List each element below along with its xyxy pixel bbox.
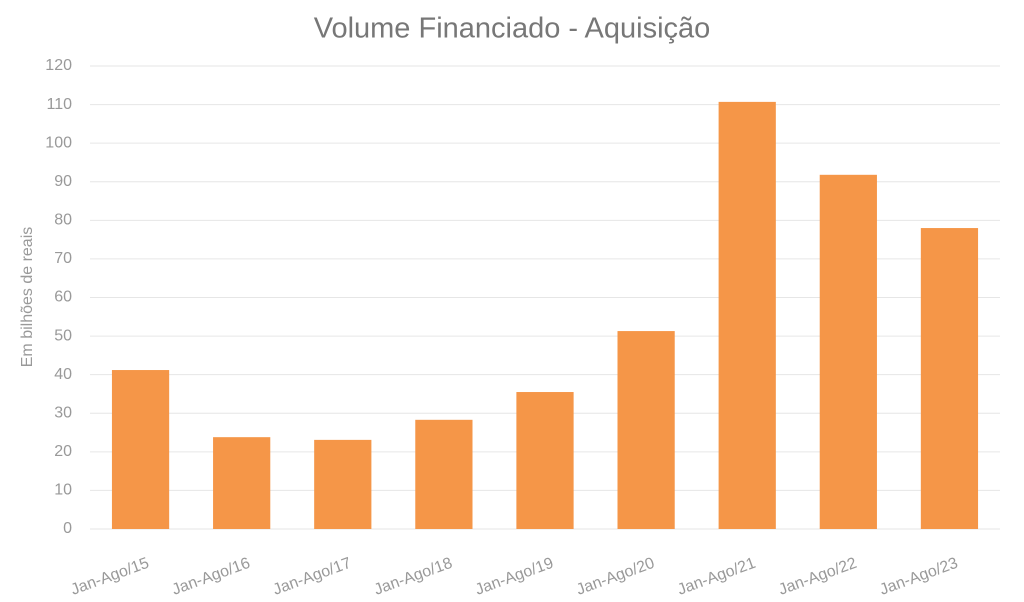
x-tick-label: Jan-Ago/17 [271,555,354,599]
x-tick-label: Jan-Ago/16 [170,555,253,599]
y-tick-label: 60 [54,289,72,306]
y-tick-label: 80 [54,212,72,229]
y-tick-label: 120 [45,57,72,74]
x-tick-label: Jan-Ago/15 [69,555,152,599]
x-tick-label: Jan-Ago/22 [776,555,859,599]
x-tick-label: Jan-Ago/21 [675,555,758,599]
x-tick-label: Jan-Ago/19 [473,555,556,599]
y-axis-label: Em bilhões de reais [19,227,36,368]
bar [617,331,675,529]
bar [819,174,877,529]
y-tick-label: 50 [54,327,72,344]
chart-title: Volume Financiado - Aquisição [314,13,711,45]
bar [314,439,372,529]
y-tick-label: 20 [54,443,72,460]
bar [415,419,473,529]
bar [213,437,271,529]
bar [920,228,979,530]
y-tick-label: 90 [54,173,72,190]
bar [516,392,574,529]
y-tick-label: 70 [54,250,72,267]
bar [718,101,776,529]
y-tick-label: 10 [54,482,72,499]
x-tick-label: Jan-Ago/20 [574,555,657,599]
bar [111,370,170,529]
x-tick-label: Jan-Ago/18 [372,555,455,599]
y-tick-label: 100 [45,134,72,151]
y-tick-label: 0 [63,520,72,537]
y-tick-label: 40 [54,366,72,383]
y-tick-label: 110 [46,96,72,113]
x-tick-label: Jan-Ago/23 [878,555,961,599]
y-tick-label: 30 [54,404,72,421]
